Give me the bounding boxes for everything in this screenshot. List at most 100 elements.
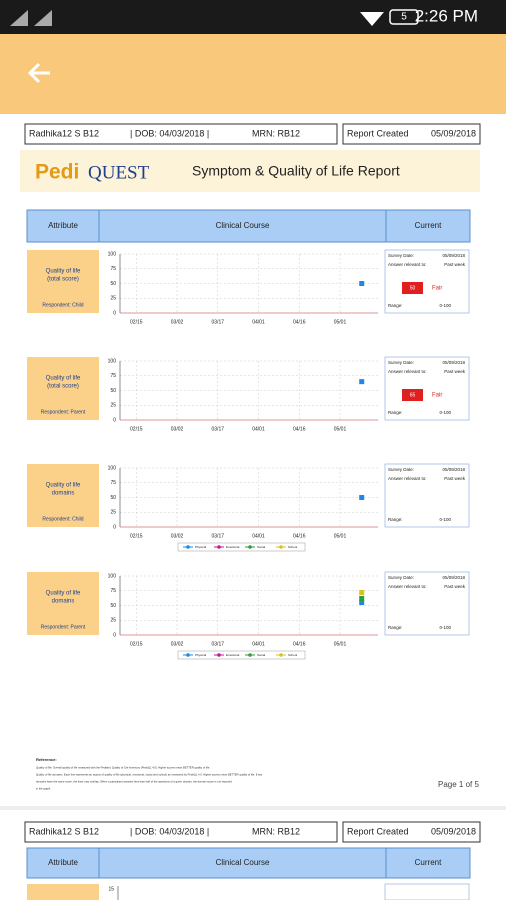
report-header: Radhika12 S B12 | DOB: 04/03/2018 | MRN: R…: [24, 123, 481, 145]
x-tick-label: 04/01: [252, 319, 265, 325]
reference-line: domains have the same score, the lines m…: [36, 780, 232, 784]
y-tick-label: 15: [108, 886, 114, 892]
x-tick-label: 05/01: [334, 319, 347, 325]
created-label: Report Created: [347, 826, 409, 836]
data-point: [359, 281, 365, 286]
attribute-cell: [27, 884, 99, 900]
signal-icons: [10, 10, 52, 26]
created-date: 05/09/2018: [431, 128, 476, 138]
legend-marker: [217, 653, 221, 657]
survey-date: 05/09/2018: [442, 253, 465, 258]
mrn: MRN: RB12: [252, 826, 300, 836]
data-point: [359, 600, 365, 606]
legend-label: School: [288, 653, 298, 657]
patient-box: [24, 123, 338, 145]
relevant: Past week: [444, 262, 466, 267]
x-tick-label: 04/01: [252, 641, 265, 647]
current-cell: [384, 356, 470, 421]
y-tick-label: 100: [108, 465, 117, 471]
legend-marker: [186, 653, 190, 657]
attribute-cell: [27, 464, 99, 527]
attribute-label: domains: [52, 599, 75, 605]
legend-marker: [279, 545, 283, 549]
attribute-label: Quality of life: [46, 269, 81, 275]
y-tick-label: 50: [110, 281, 116, 287]
y-tick-label: 25: [110, 403, 116, 409]
x-tick-label: 03/17: [212, 641, 225, 647]
legend-marker: [186, 545, 190, 549]
relevant-label: Answer relevant to:: [388, 476, 427, 481]
range-label: Range:: [388, 410, 403, 415]
range: 0-100: [439, 303, 451, 308]
legend: [177, 650, 306, 660]
data-point: [359, 379, 365, 385]
x-tick-label: 04/16: [293, 426, 306, 432]
attribute-label: (total score): [47, 384, 79, 390]
report-title: Symptom & Quality of Life Report: [192, 163, 400, 179]
page-break: [0, 806, 506, 810]
survey-date-label: Survey Date:: [388, 253, 414, 258]
created-box: [342, 123, 481, 145]
back-button[interactable]: [27, 62, 50, 84]
score: 65: [410, 392, 416, 398]
status-bar: [0, 0, 506, 34]
y-tick-label: 0: [113, 310, 116, 316]
y-tick-label: 25: [110, 296, 116, 302]
relevant-label: Answer relevant to:: [388, 584, 427, 589]
battery-level: 5: [401, 12, 407, 23]
x-tick-label: 03/02: [171, 319, 184, 325]
legend-marker: [217, 545, 221, 549]
range: 0-100: [439, 410, 451, 415]
respondent: Respondent: Child: [42, 516, 83, 522]
x-tick-label: 03/02: [171, 533, 184, 539]
y-tick-label: 75: [110, 266, 116, 272]
x-tick-label: 03/17: [212, 426, 225, 432]
survey-date: 05/09/2018: [442, 575, 465, 580]
report-header: Radhika12 S B12 | DOB: 04/03/2018 | MRN: R…: [24, 821, 481, 843]
range: 0-100: [439, 517, 451, 522]
x-tick-label: 05/01: [334, 641, 347, 647]
brand-pedi: Pedi: [35, 161, 79, 184]
x-tick-label: 05/01: [334, 426, 347, 432]
respondent: Respondent: Parent: [41, 624, 86, 630]
header-cell: [385, 209, 471, 243]
relevant-label: Answer relevant to:: [388, 262, 427, 267]
reference-line: Quality of life: Overall quality of life…: [36, 766, 210, 770]
legend-label: Social: [257, 653, 266, 657]
current-cell: [384, 883, 470, 900]
x-tick-label: 03/02: [171, 426, 184, 432]
legend: [177, 542, 306, 552]
dob: | DOB: 04/03/2018 |: [130, 128, 209, 138]
attribute-cell: [27, 357, 99, 420]
current-cell: [384, 571, 470, 636]
attribute-cell: [27, 572, 99, 635]
attribute-label: Quality of life: [46, 376, 81, 382]
data-point: [359, 590, 365, 596]
y-tick-label: 0: [113, 524, 116, 530]
x-tick-label: 04/16: [293, 641, 306, 647]
y-tick-label: 75: [110, 480, 116, 486]
x-tick-label: 04/16: [293, 319, 306, 325]
legend-label: Social: [257, 545, 266, 549]
table-header: Attribute Clinical Course Current: [26, 209, 471, 243]
survey-date: 05/09/2018: [442, 467, 465, 472]
y-tick-label: 50: [110, 388, 116, 394]
attribute-label: Quality of life: [46, 483, 81, 489]
y-tick-label: 75: [110, 373, 116, 379]
header-label: Current: [415, 221, 442, 230]
attribute-label: domains: [52, 491, 75, 497]
respondent: Respondent: Parent: [41, 409, 86, 415]
x-tick-label: 02/15: [130, 641, 143, 647]
survey-date: 05/09/2018: [442, 360, 465, 365]
y-tick-label: 100: [108, 573, 117, 579]
created-box: [342, 821, 481, 843]
header-label: Clinical Course: [216, 858, 270, 867]
patient-name: Radhika12 S B12: [29, 128, 99, 138]
data-point: [359, 495, 365, 500]
reference-line: in the graph.: [36, 787, 51, 791]
legend-label: School: [288, 545, 298, 549]
table-header: Attribute Clinical Course Current: [26, 847, 471, 879]
survey-date-label: Survey Date:: [388, 575, 414, 580]
patient-box: [24, 821, 338, 843]
